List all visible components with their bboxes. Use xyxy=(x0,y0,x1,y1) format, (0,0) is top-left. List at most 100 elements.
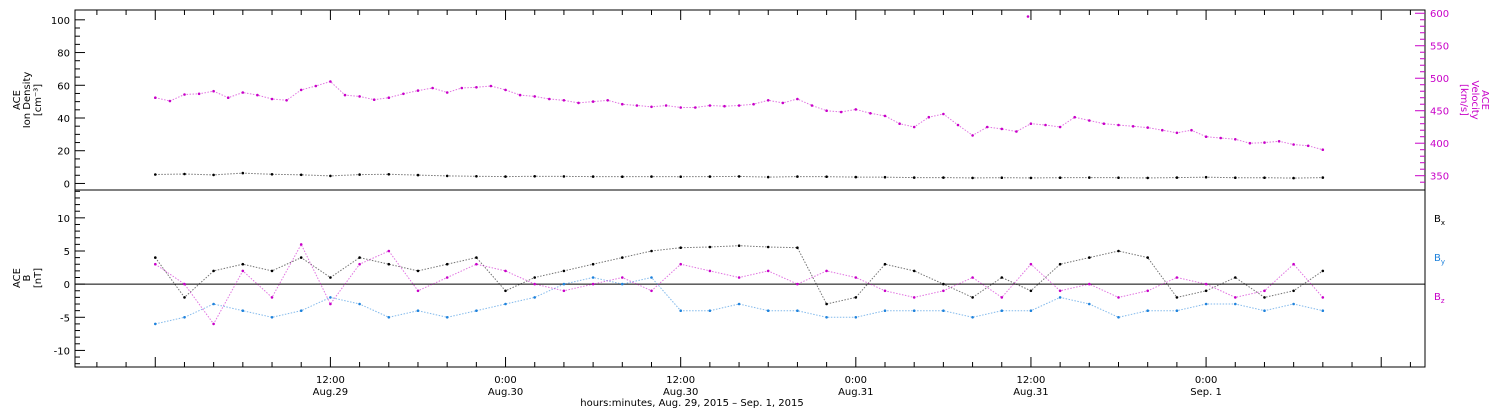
top-left-tick-label: 80 xyxy=(57,49,70,60)
legend-subscript-z: z xyxy=(1441,297,1445,305)
velocity-point xyxy=(854,108,858,111)
bx-point xyxy=(1321,269,1325,273)
density-point xyxy=(416,173,420,177)
bz-point xyxy=(1292,262,1295,266)
by-point xyxy=(1000,309,1004,313)
density-point xyxy=(679,175,682,178)
velocity-point xyxy=(226,96,230,99)
by-point xyxy=(1146,309,1149,313)
bx-point xyxy=(183,296,186,299)
by-series xyxy=(154,276,1325,326)
bz-point xyxy=(270,296,274,299)
bottom-legend: Bx By Bz xyxy=(1434,214,1445,305)
velocity-point xyxy=(358,95,361,98)
by-point xyxy=(1204,302,1208,306)
density-point xyxy=(650,175,653,178)
velocity-point xyxy=(1277,140,1281,143)
bx-point xyxy=(1263,296,1266,299)
density-point xyxy=(212,173,215,177)
bottom-ylabel-line2: B xyxy=(22,274,33,281)
density-point xyxy=(621,175,624,178)
legend-subscript-x: x xyxy=(1441,219,1445,227)
velocity-point xyxy=(1204,135,1208,138)
velocity-point xyxy=(781,101,785,105)
bottom-left-axis: -10 -5 0 5 10 xyxy=(54,190,1425,365)
bz-point xyxy=(737,276,741,279)
bz-point xyxy=(504,269,507,273)
by-point xyxy=(1292,302,1295,306)
velocity-point xyxy=(985,125,989,129)
velocity-point xyxy=(489,84,493,88)
bz-point xyxy=(1204,282,1208,286)
velocity-series xyxy=(154,80,1325,151)
velocity-point xyxy=(1044,123,1047,127)
bz-point xyxy=(766,269,770,273)
bz-point xyxy=(1117,296,1120,299)
bx-point xyxy=(621,256,624,259)
bz-point xyxy=(387,249,391,253)
top-right-ylabel: ACE Velocity [km/s] xyxy=(1458,80,1490,119)
by-point xyxy=(1321,309,1325,313)
bx-point xyxy=(1175,296,1179,299)
by-point xyxy=(533,296,536,299)
bottom-ylabel-line1: ACE xyxy=(12,268,23,288)
bz-point xyxy=(562,289,566,293)
bz-point xyxy=(796,282,799,286)
bx-point xyxy=(825,302,828,306)
density-point xyxy=(562,175,566,178)
bz-point xyxy=(212,322,215,326)
by-point xyxy=(475,309,478,313)
bz-point xyxy=(183,282,186,286)
top-right-tick-label: 450 xyxy=(1430,107,1449,118)
bz-series xyxy=(154,243,1325,326)
density-point xyxy=(533,175,536,178)
velocity-point xyxy=(1131,125,1135,128)
time-axis: 12:00Aug.290:00Aug.3012:00Aug.300:00Aug.… xyxy=(96,10,1411,398)
density-point xyxy=(1029,176,1033,180)
top-left-ylabel-line2: Ion Density xyxy=(22,72,33,129)
density-point xyxy=(912,176,916,179)
density-point xyxy=(1146,176,1149,180)
bx-point xyxy=(679,246,682,249)
velocity-point xyxy=(635,104,639,107)
bz-point xyxy=(154,262,157,266)
bz-point xyxy=(1175,276,1179,279)
density-point xyxy=(1117,176,1120,179)
velocity-outlier-point xyxy=(1026,15,1030,18)
bz-point xyxy=(329,302,332,306)
bz-point xyxy=(591,282,595,286)
velocity-point xyxy=(299,88,303,92)
bx-point xyxy=(1234,276,1237,279)
bz-point xyxy=(854,276,858,279)
bx-point xyxy=(416,269,420,273)
velocity-point xyxy=(314,84,318,88)
by-point xyxy=(825,316,828,319)
by-point xyxy=(1058,296,1062,299)
bz-point xyxy=(416,289,420,293)
date-tick-label: Aug.31 xyxy=(1013,387,1048,398)
velocity-trace xyxy=(155,80,1323,151)
density-point xyxy=(591,175,595,178)
velocity-point xyxy=(504,88,507,92)
bz-point xyxy=(1029,262,1033,266)
by-point xyxy=(270,316,274,319)
date-tick-label: Aug.30 xyxy=(663,387,698,398)
velocity-point xyxy=(329,80,332,83)
bx-point xyxy=(1088,256,1091,259)
time-tick-label: 12:00 xyxy=(316,375,345,386)
velocity-point xyxy=(971,134,974,137)
velocity-point xyxy=(766,99,770,102)
by-point xyxy=(329,296,332,299)
bottom-left-tick-label: 5 xyxy=(64,247,70,258)
bx-point xyxy=(766,245,770,249)
top-right-tick-label: 350 xyxy=(1430,172,1449,183)
velocity-point xyxy=(606,99,609,102)
velocity-point xyxy=(869,112,872,115)
bx-point xyxy=(504,289,507,293)
velocity-point xyxy=(1088,119,1091,122)
date-tick-label: Aug.29 xyxy=(313,387,348,398)
velocity-point xyxy=(1146,126,1149,129)
bz-point xyxy=(1000,296,1004,299)
by-point xyxy=(1175,309,1179,313)
bz-point xyxy=(1234,296,1237,299)
